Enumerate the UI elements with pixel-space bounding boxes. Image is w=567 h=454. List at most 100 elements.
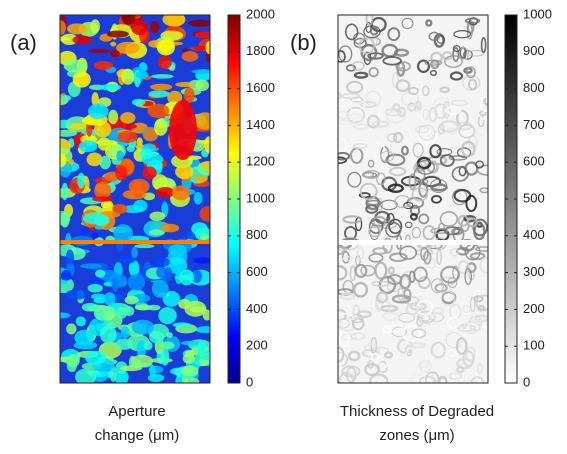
texture-blob — [142, 166, 157, 180]
texture-blob — [66, 263, 75, 271]
texture-blob — [135, 70, 149, 79]
texture-blob — [108, 109, 119, 125]
texture-blob — [161, 223, 180, 233]
texture-blob — [370, 16, 387, 33]
texture-blob — [338, 151, 351, 161]
texture-blob — [382, 56, 402, 66]
texture-blob — [368, 226, 382, 238]
texture-blob — [85, 350, 107, 365]
texture-blob — [338, 265, 348, 281]
texture-blob — [477, 304, 486, 312]
texture-blob — [364, 363, 380, 377]
texture-blob — [338, 156, 347, 164]
texture-blob — [432, 350, 450, 362]
texture-blob — [449, 71, 464, 81]
texture-blob — [151, 279, 169, 298]
texture-blob — [393, 48, 410, 57]
texture-blob — [428, 106, 438, 123]
texture-blob — [77, 172, 86, 189]
texture-blob — [73, 341, 98, 350]
texture-blob — [418, 124, 436, 141]
texture-blob — [452, 44, 461, 53]
texture-blob — [415, 296, 425, 309]
texture-blob — [114, 369, 129, 383]
tick-label: 1800 — [246, 43, 275, 58]
texture-blob — [356, 310, 372, 319]
texture-blob — [460, 140, 476, 158]
texture-blob — [411, 187, 429, 202]
texture-blob — [346, 366, 357, 383]
texture-blob — [352, 142, 368, 150]
tick-label: 600 — [246, 264, 268, 279]
texture-blob — [121, 15, 136, 25]
texture-blob — [464, 17, 481, 24]
texture-blob — [443, 226, 461, 236]
texture-blob — [63, 59, 88, 73]
texture-blob — [191, 69, 210, 74]
texture-blob — [198, 340, 206, 354]
texture-blob — [94, 269, 106, 278]
tick-label: 2000 — [246, 6, 275, 21]
texture-blob — [452, 46, 460, 62]
texture-blob — [181, 51, 199, 62]
texture-blob — [413, 167, 426, 183]
texture-blob — [149, 211, 166, 221]
texture-blob — [338, 372, 354, 383]
texture-blob — [368, 66, 379, 78]
texture-blob — [106, 30, 129, 38]
texture-blob — [442, 101, 451, 119]
map-frame — [59, 14, 211, 384]
texture-blob — [479, 256, 488, 274]
texture-blob — [131, 319, 155, 335]
texture-blob — [435, 249, 443, 266]
texture-blob — [360, 264, 376, 277]
texture-blob — [175, 164, 194, 180]
texture-blob — [476, 363, 483, 374]
texture-blob — [372, 32, 378, 46]
texture-blob — [453, 30, 472, 39]
texture-blob — [422, 225, 436, 241]
texture-blob — [469, 252, 486, 261]
texture-blob — [421, 316, 438, 326]
texture-blob — [60, 275, 72, 281]
texture-blob — [338, 137, 347, 153]
texture-blob — [383, 351, 394, 359]
texture-blob — [371, 120, 390, 128]
texture-blob — [461, 320, 481, 334]
texture-blob — [385, 153, 406, 167]
texture-blob — [162, 15, 186, 27]
texture-blob — [90, 19, 101, 34]
texture-blob — [204, 136, 210, 153]
texture-blob — [401, 145, 409, 156]
texture-blob — [147, 304, 161, 311]
texture-blob — [385, 221, 402, 238]
texture-blob — [61, 182, 69, 201]
texture-blob — [425, 19, 433, 27]
texture-blob — [81, 302, 99, 312]
texture-blob — [345, 64, 356, 72]
texture-blob — [99, 325, 117, 344]
texture-blob — [464, 363, 476, 371]
texture-blob — [480, 37, 487, 54]
texture-blob — [75, 77, 89, 84]
texture-blob — [425, 371, 440, 383]
texture-blob — [115, 338, 134, 350]
texture-blob — [479, 187, 488, 194]
texture-blob — [67, 158, 75, 165]
texture-blob — [365, 15, 374, 27]
texture-blob — [455, 337, 468, 355]
texture-blob — [429, 69, 438, 76]
texture-blob — [121, 205, 145, 214]
texture-blob — [362, 171, 375, 178]
texture-blob — [429, 144, 442, 159]
texture-blob — [379, 150, 395, 162]
texture-blob — [188, 19, 210, 27]
texture-blob — [418, 213, 430, 225]
texture-blob — [91, 232, 99, 239]
texture-blob — [467, 49, 485, 57]
texture-blob — [148, 90, 170, 98]
texture-blob — [150, 20, 160, 34]
texture-blob — [195, 79, 210, 92]
texture-blob — [429, 178, 448, 193]
